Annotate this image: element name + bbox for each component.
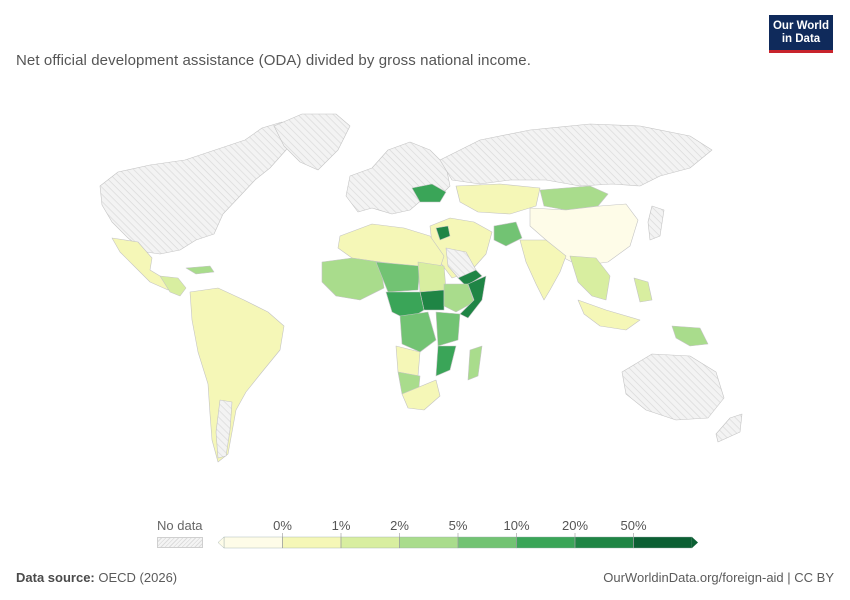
country-yemen[interactable] xyxy=(457,269,483,287)
source-link[interactable]: OurWorldinData.org/foreign-aid | CC BY xyxy=(603,570,834,585)
region-caribbean[interactable] xyxy=(185,265,215,275)
chart-subtitle: Net official development assistance (ODA… xyxy=(16,52,531,69)
country-papua-new-guinea[interactable] xyxy=(671,325,709,347)
legend-bin-swatch[interactable] xyxy=(340,536,400,549)
country-ethiopia[interactable] xyxy=(443,283,475,313)
country-afghanistan[interactable] xyxy=(493,221,523,247)
region-greenland[interactable] xyxy=(273,113,351,171)
legend-bin-label: 2% xyxy=(390,518,409,533)
legend-bin-swatch[interactable] xyxy=(282,536,342,549)
country-india[interactable] xyxy=(519,239,567,301)
legend-bin-swatch[interactable] xyxy=(399,536,459,549)
map-legend: No data 0% 1% 2% 5% 10% 20% 50% xyxy=(0,515,850,555)
data-source: Data source: OECD (2026) xyxy=(16,570,177,585)
region-south-america[interactable] xyxy=(189,287,285,463)
region-central-america[interactable] xyxy=(159,275,187,297)
legend-bin-swatch[interactable] xyxy=(633,536,693,549)
legend-color-bar xyxy=(217,533,698,549)
country-niger-chad[interactable] xyxy=(375,261,421,293)
legend-no-data-label: No data xyxy=(157,518,203,533)
country-russia[interactable] xyxy=(439,123,713,187)
country-syria[interactable] xyxy=(435,225,451,241)
country-australia[interactable] xyxy=(621,353,725,421)
legend-bin-label: 10% xyxy=(503,518,530,533)
legend-no-data-swatch[interactable] xyxy=(157,537,203,548)
country-kenya-tanzania[interactable] xyxy=(435,311,461,347)
data-source-label: Data source: xyxy=(16,570,95,585)
country-ukraine[interactable] xyxy=(411,183,447,203)
legend-bin-swatch[interactable] xyxy=(457,536,517,549)
country-philippines[interactable] xyxy=(633,277,653,303)
legend-arrow-right xyxy=(692,537,698,548)
logo-line-1: Our World xyxy=(772,20,829,32)
legend-bin-label: 5% xyxy=(448,518,468,533)
region-europe[interactable] xyxy=(345,141,451,215)
region-central-asia[interactable] xyxy=(455,183,541,215)
country-dr-congo[interactable] xyxy=(399,311,437,353)
owid-logo[interactable]: Our World in Data xyxy=(769,15,833,53)
legend-arrow-left xyxy=(217,536,225,549)
legend-bin-swatch[interactable] xyxy=(223,536,283,549)
region-indonesia[interactable] xyxy=(577,299,641,331)
world-map xyxy=(99,113,743,463)
legend-bin-label: 1% xyxy=(331,518,351,533)
legend-bin-label: 0% xyxy=(273,518,292,533)
country-mozambique[interactable] xyxy=(435,345,457,377)
legend-bin-swatch[interactable] xyxy=(574,536,634,549)
region-north-america[interactable] xyxy=(99,121,301,255)
country-somalia[interactable] xyxy=(459,275,487,319)
country-chile-argentina-south[interactable] xyxy=(215,399,233,459)
data-source-value[interactable]: OECD (2026) xyxy=(98,570,178,585)
region-southeast-asia[interactable] xyxy=(569,255,611,301)
region-west-africa[interactable] xyxy=(321,257,385,301)
country-south-africa[interactable] xyxy=(401,379,441,411)
legend-bin-label: 50% xyxy=(620,518,647,533)
logo-line-2: in Data xyxy=(781,33,821,45)
legend-bin-label: 20% xyxy=(561,518,589,533)
country-japan[interactable] xyxy=(647,205,665,241)
country-madagascar[interactable] xyxy=(467,345,483,381)
legend-bin-swatch[interactable] xyxy=(516,536,576,549)
country-new-zealand[interactable] xyxy=(715,413,743,443)
country-sudan[interactable] xyxy=(417,261,447,293)
